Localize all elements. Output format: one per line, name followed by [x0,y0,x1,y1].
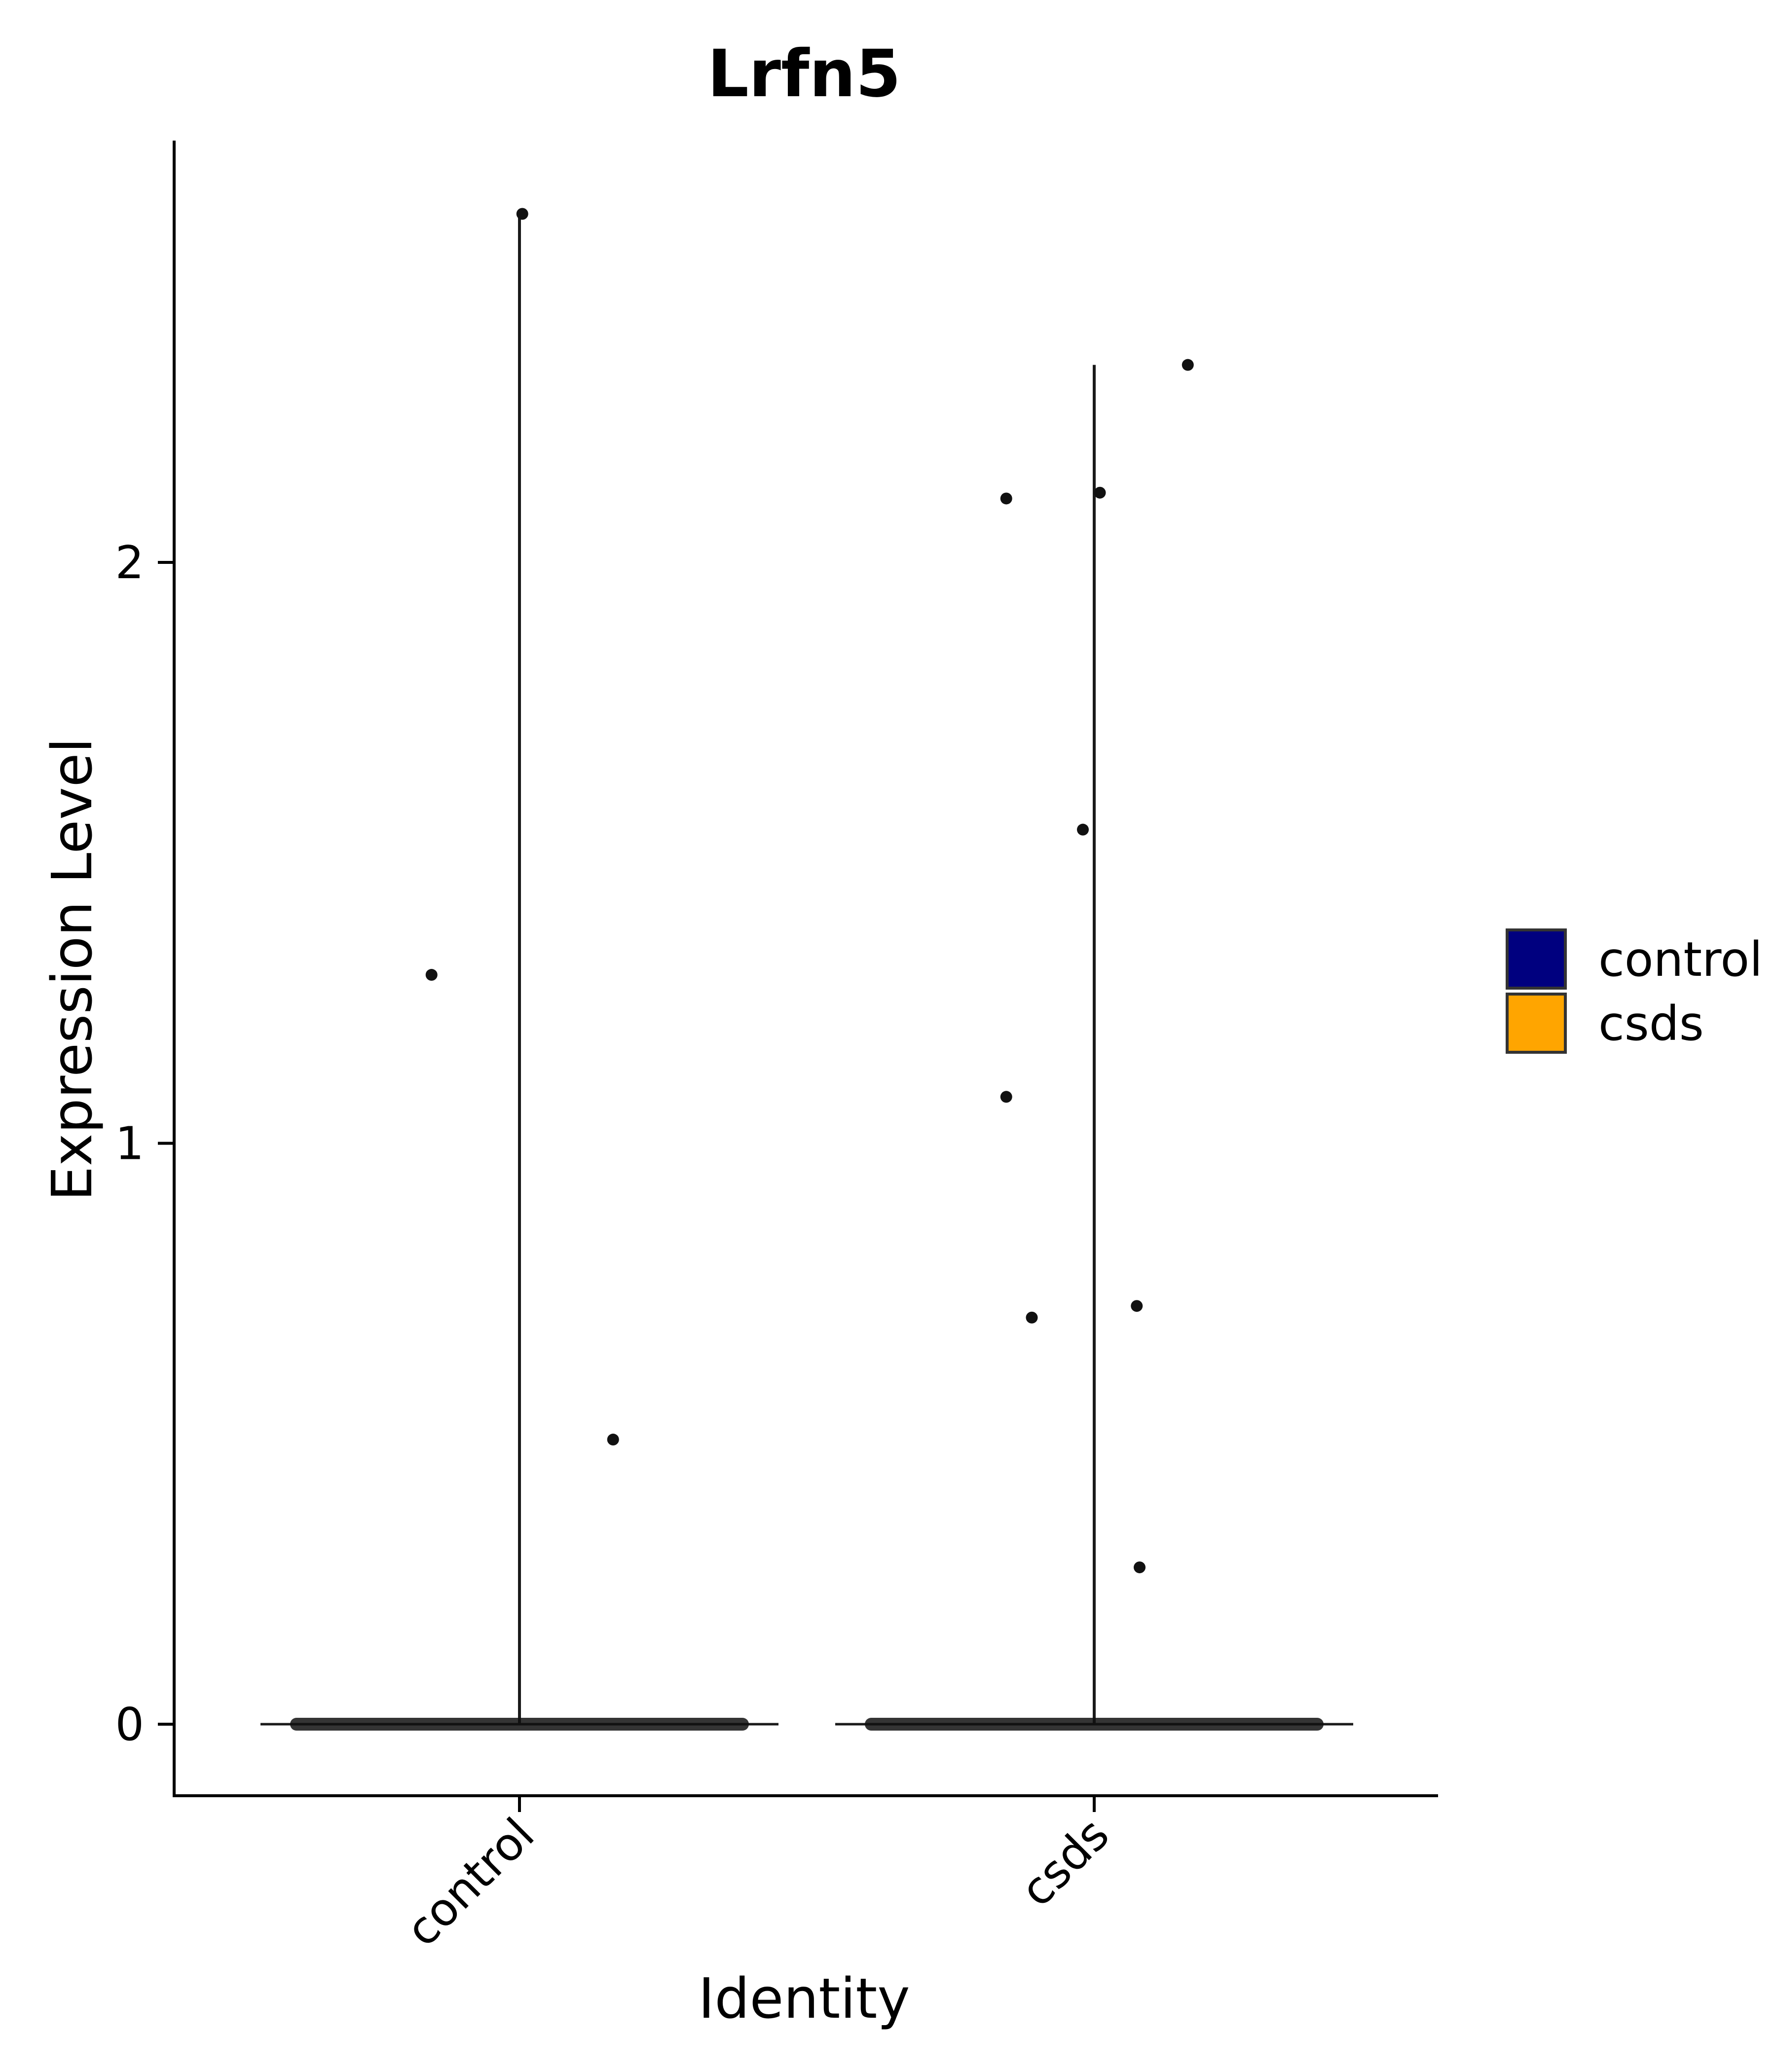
data-point [607,1434,619,1446]
y-tick-label: 0 [115,1698,144,1751]
data-point [1134,1561,1146,1574]
legend-swatch-control [1506,928,1567,990]
x-tick-label: csds [1010,1808,1119,1917]
data-point [1131,1300,1143,1312]
y-tick-label: 2 [115,536,144,589]
data-point [1000,492,1012,505]
zero-points-band [290,1718,749,1731]
legend: control csds [1506,928,1763,1054]
plot-area [260,208,1353,1731]
x-axis-ticks: control csds [396,1796,1119,1957]
data-point [1026,1311,1038,1324]
data-point [425,969,438,981]
x-tick-label: control [396,1808,544,1957]
data-point [1077,823,1089,836]
legend-label-control: control [1598,932,1763,987]
violin-control [260,208,778,1731]
data-point [1182,359,1194,371]
y-axis-ticks: 0 1 2 [115,536,174,1751]
chart-title: Lrfn5 [707,36,901,112]
y-tick-label: 1 [115,1117,144,1170]
data-point [1000,1091,1012,1103]
data-point [516,208,528,220]
violin-csds [835,359,1353,1731]
zero-points-band [865,1718,1324,1731]
legend-label-csds: csds [1598,996,1704,1051]
legend-swatch-csds [1506,993,1567,1054]
y-axis-title: Expression Level [40,738,105,1201]
x-axis-title: Identity [698,1967,910,2031]
data-point [1094,486,1106,499]
